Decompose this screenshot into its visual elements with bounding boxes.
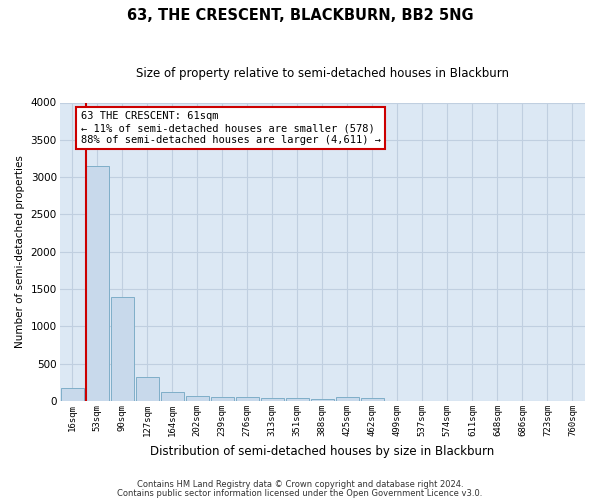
- X-axis label: Distribution of semi-detached houses by size in Blackburn: Distribution of semi-detached houses by …: [150, 444, 494, 458]
- Bar: [185, 396, 209, 401]
- Title: Size of property relative to semi-detached houses in Blackburn: Size of property relative to semi-detach…: [136, 68, 509, 80]
- Bar: [286, 398, 309, 401]
- Bar: [261, 398, 284, 401]
- Bar: [161, 392, 184, 401]
- Text: 63, THE CRESCENT, BLACKBURN, BB2 5NG: 63, THE CRESCENT, BLACKBURN, BB2 5NG: [127, 8, 473, 22]
- Text: Contains public sector information licensed under the Open Government Licence v3: Contains public sector information licen…: [118, 489, 482, 498]
- Y-axis label: Number of semi-detached properties: Number of semi-detached properties: [15, 156, 25, 348]
- Text: Contains HM Land Registry data © Crown copyright and database right 2024.: Contains HM Land Registry data © Crown c…: [137, 480, 463, 489]
- Bar: [311, 398, 334, 401]
- Text: 63 THE CRESCENT: 61sqm
← 11% of semi-detached houses are smaller (578)
88% of se: 63 THE CRESCENT: 61sqm ← 11% of semi-det…: [80, 112, 380, 144]
- Bar: [110, 298, 134, 401]
- Bar: [361, 398, 384, 401]
- Bar: [86, 166, 109, 401]
- Bar: [236, 398, 259, 401]
- Bar: [61, 388, 83, 401]
- Bar: [211, 397, 234, 401]
- Bar: [136, 377, 158, 401]
- Bar: [336, 398, 359, 401]
